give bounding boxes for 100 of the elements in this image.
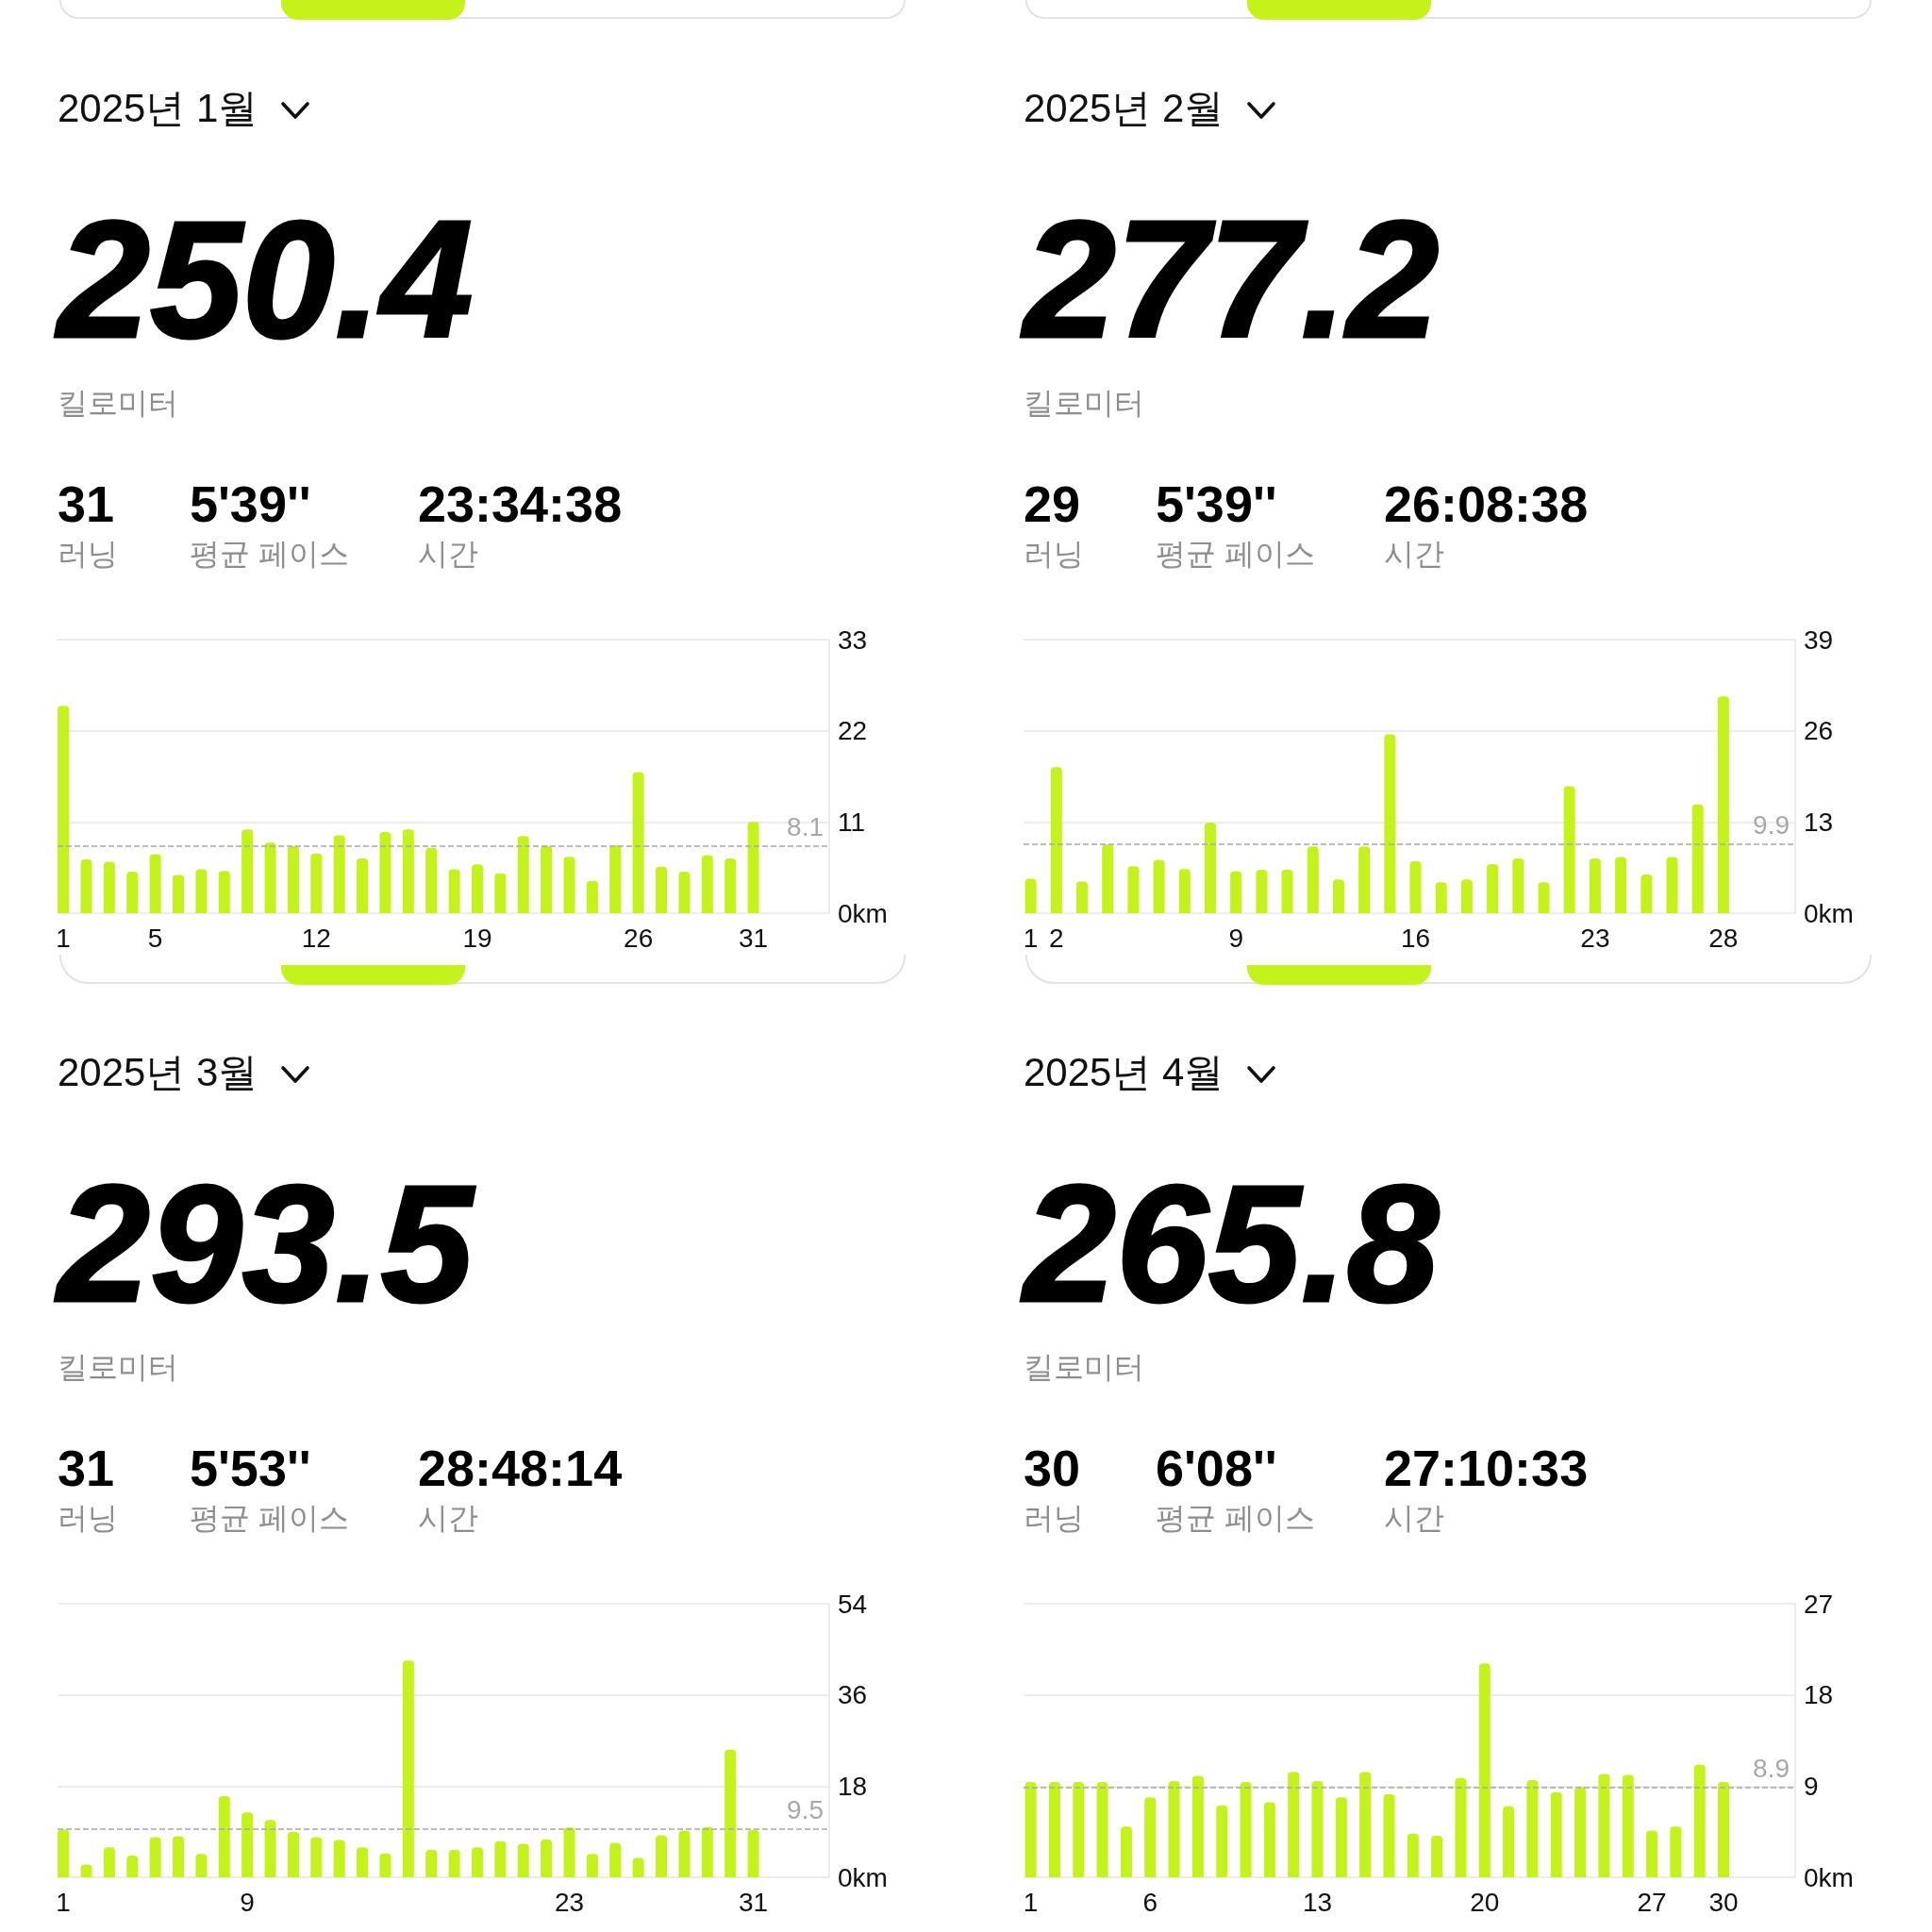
bar xyxy=(1383,1793,1395,1877)
bar xyxy=(1538,882,1550,913)
bar xyxy=(1311,1780,1324,1877)
bar xyxy=(1050,767,1062,913)
x-tick-label: 1 xyxy=(1023,923,1039,953)
bar xyxy=(1670,1826,1682,1877)
bar xyxy=(1332,879,1344,913)
bar xyxy=(103,1847,115,1877)
text: 러닝 xyxy=(1024,1501,1084,1535)
text: 평균 페이스 xyxy=(190,1501,349,1535)
x-tick-label: 27 xyxy=(1637,1887,1667,1917)
bar xyxy=(58,1829,70,1877)
bar xyxy=(1646,1830,1658,1877)
text: 시간 xyxy=(1384,537,1444,571)
bar xyxy=(1550,1791,1562,1877)
x-tick-label: 12 xyxy=(301,923,331,953)
x-tick-label: 19 xyxy=(462,923,492,953)
y-tick-label: 18 xyxy=(838,1771,868,1801)
text: 2025년 4월 xyxy=(1024,1050,1224,1094)
bar xyxy=(656,866,668,913)
bar xyxy=(1307,846,1319,913)
bar xyxy=(586,880,598,913)
bar xyxy=(173,874,184,913)
ref-line-label: 8.9 xyxy=(1753,1753,1790,1783)
bar xyxy=(494,873,507,913)
bar xyxy=(1216,1805,1228,1877)
y-tick-label: 13 xyxy=(1804,807,1834,837)
bar xyxy=(747,1830,759,1877)
text: 27:10:33 xyxy=(1384,1440,1589,1496)
text: 2025년 2월 xyxy=(1024,86,1224,130)
y-tick-label: 36 xyxy=(838,1680,868,1710)
bar xyxy=(609,844,622,913)
text: 시간 xyxy=(418,537,478,571)
bar xyxy=(1512,858,1524,913)
bar xyxy=(1666,857,1678,913)
x-tick-label: 31 xyxy=(738,923,769,953)
bar xyxy=(609,1842,622,1877)
bar xyxy=(471,864,483,913)
bar xyxy=(1024,1782,1037,1877)
text: 시간 xyxy=(1384,1501,1444,1535)
x-tick-label: 1 xyxy=(56,1887,71,1917)
ref-line-label: 9.9 xyxy=(1753,809,1790,840)
text: 킬로미터 xyxy=(58,386,178,420)
x-tick-label: 23 xyxy=(554,1887,585,1917)
bar xyxy=(126,1855,139,1877)
bar xyxy=(1102,844,1114,913)
bar xyxy=(747,822,759,913)
x-tick-label: 1 xyxy=(56,923,71,953)
bar xyxy=(195,1854,208,1877)
bar xyxy=(58,706,70,913)
bar xyxy=(1407,1833,1419,1877)
y-tick-label: 26 xyxy=(1804,716,1834,746)
bar xyxy=(1178,869,1191,913)
bar xyxy=(1359,1772,1372,1877)
bar xyxy=(586,1854,598,1877)
y-tick-label: 0km xyxy=(1804,898,1854,928)
bar xyxy=(1281,869,1293,913)
bar xyxy=(1204,823,1216,913)
bar xyxy=(724,858,737,913)
x-tick-label: 16 xyxy=(1400,923,1431,953)
bar xyxy=(471,1847,483,1877)
text: 킬로미터 xyxy=(58,1350,178,1384)
bar xyxy=(1153,859,1165,913)
bar xyxy=(678,1830,691,1877)
bar xyxy=(448,1850,460,1877)
bar xyxy=(149,1837,161,1877)
bar xyxy=(1048,1782,1060,1877)
text: 킬로미터 xyxy=(1024,386,1144,420)
bar xyxy=(103,861,115,913)
x-tick-label: 1 xyxy=(1023,1887,1039,1917)
bar xyxy=(287,1831,299,1877)
x-tick-label: 2 xyxy=(1049,923,1064,953)
bar xyxy=(310,853,323,913)
bar xyxy=(632,1857,644,1877)
bar xyxy=(541,845,553,913)
y-tick-label: 0km xyxy=(1804,1862,1854,1892)
bar xyxy=(1435,882,1447,913)
bar xyxy=(656,1835,668,1877)
y-tick-label: 9 xyxy=(1804,1771,1819,1801)
bar xyxy=(1024,878,1037,913)
bar xyxy=(402,1660,414,1877)
bar xyxy=(242,829,254,913)
bar xyxy=(1598,1774,1610,1877)
x-tick-label: 9 xyxy=(240,1887,255,1917)
y-tick-label: 22 xyxy=(838,716,868,746)
bar xyxy=(425,847,438,913)
bar xyxy=(448,869,460,913)
x-tick-label: 13 xyxy=(1302,1887,1333,1917)
bar xyxy=(1073,1782,1085,1877)
bar xyxy=(1478,1663,1491,1877)
bar xyxy=(1168,1780,1180,1877)
bar xyxy=(1127,866,1140,913)
bar xyxy=(1503,1806,1515,1877)
bar xyxy=(1256,869,1268,913)
text: 5'39'' xyxy=(190,475,311,532)
text: 6'08'' xyxy=(1156,1440,1277,1496)
bar xyxy=(563,857,575,913)
bar xyxy=(1384,734,1396,913)
bar xyxy=(1288,1772,1300,1877)
bar xyxy=(632,772,644,913)
